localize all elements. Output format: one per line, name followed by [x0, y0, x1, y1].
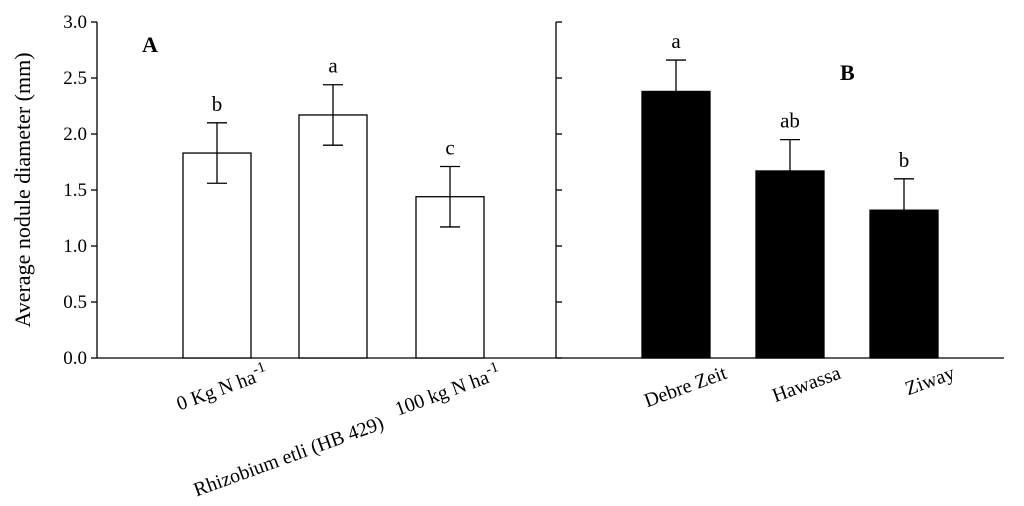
- bar: [755, 170, 825, 359]
- y-tick-label: 2.5: [63, 68, 87, 89]
- x-tick-label: Hawassa: [769, 362, 843, 407]
- y-tick-label: 1.5: [63, 180, 87, 201]
- x-tick-label: Rhizobium etli (HB 429): [191, 412, 387, 501]
- labels-layer: Ab 0 Kg N ha-1 a Rhizobium etli (HB 429) c 10…: [142, 29, 958, 501]
- x-tick-superscript: -1: [483, 359, 500, 378]
- y-tick-label: 0.0: [63, 348, 87, 369]
- panel-label-b: B: [840, 60, 855, 85]
- significance-label: ab: [780, 109, 800, 133]
- y-axis-title: Average nodule diameter (mm): [10, 52, 35, 327]
- x-tick-label: 100 kg N ha-1: [391, 359, 504, 420]
- bar: [298, 114, 368, 359]
- panel-label-a: A: [142, 32, 158, 57]
- significance-label: c: [445, 135, 454, 159]
- significance-label: b: [212, 92, 223, 116]
- bar: [641, 90, 711, 359]
- x-tick-label: 0 Kg N ha-1: [173, 359, 271, 415]
- significance-label: a: [671, 29, 681, 53]
- bar: [182, 152, 252, 359]
- x-tick-label: Ziway: [902, 362, 958, 400]
- bar: [869, 209, 939, 359]
- y-tick-label: 0.5: [63, 292, 87, 313]
- x-tick-superscript: -1: [250, 359, 267, 378]
- y-tick-label: 1.0: [63, 236, 87, 257]
- y-tick-label: 3.0: [63, 12, 87, 33]
- significance-label: b: [899, 148, 910, 172]
- significance-label: a: [328, 54, 338, 78]
- bars-layer: [182, 59, 939, 359]
- x-tick-label: Debre Zeit: [641, 362, 730, 412]
- y-tick-label: 2.0: [63, 124, 87, 145]
